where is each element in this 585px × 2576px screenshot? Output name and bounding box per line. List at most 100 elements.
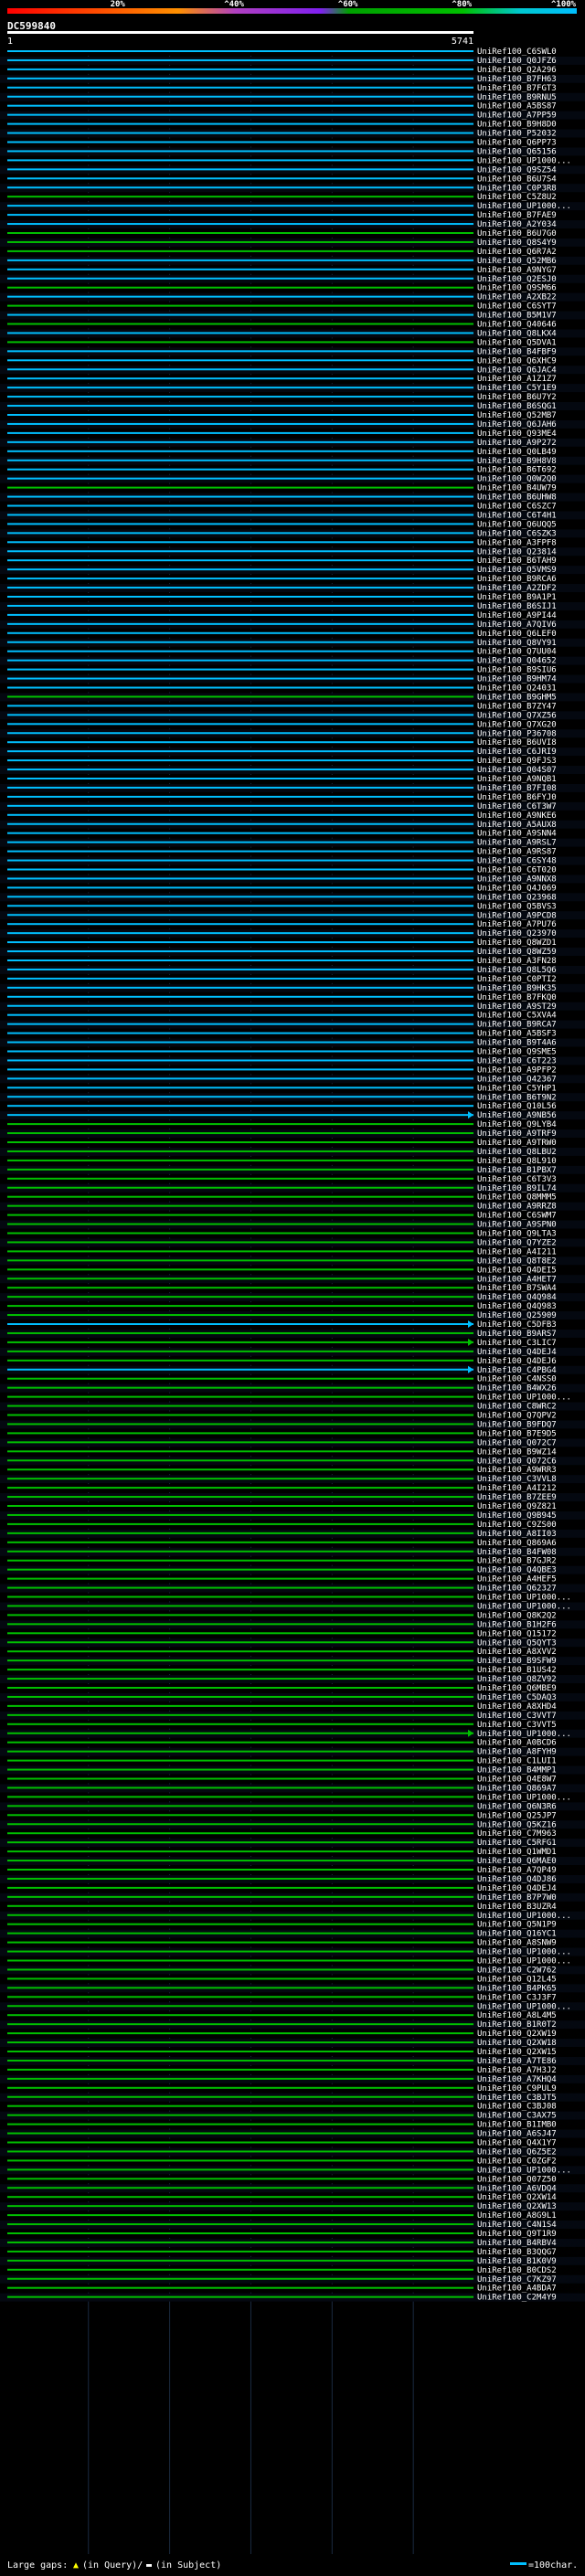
hit-bar[interactable] bbox=[7, 368, 473, 371]
hit-label[interactable]: UniRef100_C6SWM7 bbox=[477, 1212, 557, 1221]
hit-bar[interactable] bbox=[7, 1723, 473, 1725]
hit-label[interactable]: UniRef100_A2ZDF2 bbox=[477, 584, 557, 593]
hit-label[interactable]: UniRef100_UP1000... bbox=[477, 1957, 571, 1966]
hit-label[interactable]: UniRef100_B6U7S4 bbox=[477, 175, 557, 184]
hit-bar[interactable] bbox=[7, 1314, 473, 1317]
hit-label[interactable]: UniRef100_A9PCD8 bbox=[477, 911, 557, 920]
hit-label[interactable]: UniRef100_Q4QBE3 bbox=[477, 1566, 557, 1575]
hit-bar[interactable] bbox=[7, 1395, 473, 1398]
hit-label[interactable]: UniRef100_UP1000... bbox=[477, 2166, 571, 2175]
hit-bar[interactable] bbox=[7, 1741, 473, 1744]
hit-label[interactable]: UniRef100_Q9LTA3 bbox=[477, 1230, 557, 1239]
hit-label[interactable]: UniRef100_A7PP59 bbox=[477, 111, 557, 121]
hit-bar[interactable] bbox=[7, 1923, 473, 1925]
hit-bar[interactable] bbox=[7, 2041, 473, 2044]
hit-label[interactable]: UniRef100_B6T9N2 bbox=[477, 1093, 557, 1102]
hit-bar[interactable] bbox=[7, 596, 473, 598]
hit-bar[interactable] bbox=[7, 1623, 473, 1626]
hit-label[interactable]: UniRef100_C6T3W7 bbox=[477, 802, 557, 811]
hit-bar[interactable] bbox=[7, 1096, 473, 1098]
hit-bar[interactable] bbox=[7, 950, 473, 953]
hit-label[interactable]: UniRef100_A3FN28 bbox=[477, 957, 557, 966]
hit-label[interactable]: UniRef100_C5Z8U2 bbox=[477, 193, 557, 202]
hit-label[interactable]: UniRef100_Q8L5Q6 bbox=[477, 966, 557, 975]
hit-label[interactable]: UniRef100_Q8MMM5 bbox=[477, 1193, 557, 1203]
hit-label[interactable]: UniRef100_B1H2F6 bbox=[477, 1620, 557, 1629]
hit-bar[interactable] bbox=[7, 1796, 473, 1798]
hit-label[interactable]: UniRef100_B9HM74 bbox=[477, 675, 557, 684]
hit-bar[interactable] bbox=[7, 631, 473, 634]
hit-bar[interactable] bbox=[7, 1505, 473, 1507]
hit-label[interactable]: UniRef100_Q25JP7 bbox=[477, 1811, 557, 1820]
hit-label[interactable]: UniRef100_UP1000... bbox=[477, 202, 571, 211]
hit-label[interactable]: UniRef100_UP1000... bbox=[477, 1594, 571, 1603]
hit-bar[interactable] bbox=[7, 2205, 473, 2208]
hit-bar[interactable] bbox=[7, 714, 473, 716]
hit-label[interactable]: UniRef100_C6T223 bbox=[477, 1056, 557, 1065]
hit-bar[interactable] bbox=[7, 1959, 473, 1962]
hit-label[interactable]: UniRef100_P52032 bbox=[477, 130, 557, 139]
hit-label[interactable]: UniRef100_B7FGT3 bbox=[477, 84, 557, 93]
hit-label[interactable]: UniRef100_B4MMP1 bbox=[477, 1766, 557, 1776]
hit-bar[interactable] bbox=[7, 932, 473, 935]
hit-label[interactable]: UniRef100_A8II03 bbox=[477, 1530, 557, 1539]
hit-bar[interactable] bbox=[7, 196, 473, 198]
hit-bar[interactable] bbox=[7, 68, 473, 70]
hit-label[interactable]: UniRef100_C6T3V3 bbox=[477, 1175, 557, 1184]
hit-label[interactable]: UniRef100_B7ZEE9 bbox=[477, 1493, 557, 1502]
hit-label[interactable]: UniRef100_Q23968 bbox=[477, 893, 557, 902]
hit-bar[interactable] bbox=[7, 1305, 473, 1308]
hit-bar[interactable] bbox=[7, 723, 473, 726]
hit-label[interactable]: UniRef100_C4N1S4 bbox=[477, 2221, 557, 2230]
hit-bar[interactable] bbox=[7, 313, 473, 316]
hit-bar[interactable] bbox=[7, 868, 473, 871]
hit-label[interactable]: UniRef100_C2M4Y9 bbox=[477, 2294, 557, 2303]
hit-bar[interactable] bbox=[7, 650, 473, 652]
hit-bar[interactable] bbox=[7, 1750, 473, 1753]
hit-label[interactable]: UniRef100_B9A1P1 bbox=[477, 593, 557, 602]
hit-bar[interactable] bbox=[7, 1977, 473, 1980]
hit-label[interactable]: UniRef100_UP1000... bbox=[477, 1602, 571, 1611]
hit-label[interactable]: UniRef100_Q5DVA1 bbox=[477, 338, 557, 347]
hit-bar[interactable] bbox=[7, 2232, 473, 2234]
hit-label[interactable]: UniRef100_C6T020 bbox=[477, 866, 557, 875]
hit-label[interactable]: UniRef100_A8XHD4 bbox=[477, 1702, 557, 1712]
hit-label[interactable]: UniRef100_A7H3J2 bbox=[477, 2066, 557, 2075]
hit-label[interactable]: UniRef100_B7E9D5 bbox=[477, 1429, 557, 1438]
hit-bar[interactable] bbox=[7, 1932, 473, 1935]
hit-label[interactable]: UniRef100_UP1000... bbox=[477, 2002, 571, 2011]
hit-label[interactable]: UniRef100_Q5BVS3 bbox=[477, 902, 557, 911]
hit-label[interactable]: UniRef100_Q8VY91 bbox=[477, 639, 557, 648]
hit-bar[interactable] bbox=[7, 1331, 473, 1334]
hit-label[interactable]: UniRef100_P36708 bbox=[477, 729, 557, 738]
hit-label[interactable]: UniRef100_A6SJ47 bbox=[477, 2130, 557, 2139]
hit-bar[interactable] bbox=[7, 405, 473, 408]
hit-bar[interactable] bbox=[7, 1605, 473, 1607]
hit-bar[interactable] bbox=[7, 1941, 473, 1944]
hit-bar[interactable] bbox=[7, 995, 473, 998]
hit-bar[interactable] bbox=[7, 2005, 473, 2008]
hit-label[interactable]: UniRef100_A9NQB1 bbox=[477, 775, 557, 784]
hit-label[interactable]: UniRef100_Q0LB49 bbox=[477, 448, 557, 457]
hit-bar[interactable] bbox=[7, 1341, 473, 1343]
hit-bar[interactable] bbox=[7, 923, 473, 926]
hit-bar[interactable] bbox=[7, 550, 473, 553]
hit-bar[interactable] bbox=[7, 1913, 473, 1916]
hit-label[interactable]: UniRef100_Q6XHC9 bbox=[477, 356, 557, 366]
hit-bar[interactable] bbox=[7, 1359, 473, 1362]
hit-label[interactable]: UniRef100_Q6MBE9 bbox=[477, 1684, 557, 1693]
hit-bar[interactable] bbox=[7, 786, 473, 789]
hit-label[interactable]: UniRef100_B0CDS2 bbox=[477, 2266, 557, 2275]
hit-label[interactable]: UniRef100_B6U7G0 bbox=[477, 229, 557, 239]
hit-bar[interactable] bbox=[7, 695, 473, 698]
hit-label[interactable]: UniRef100_Q9SZ54 bbox=[477, 165, 557, 175]
hit-label[interactable]: UniRef100_C5Y1E9 bbox=[477, 384, 557, 393]
hit-label[interactable]: UniRef100_Q4DEI5 bbox=[477, 1266, 557, 1275]
hit-label[interactable]: UniRef100_UP1000... bbox=[477, 1394, 571, 1403]
hit-bar[interactable] bbox=[7, 304, 473, 307]
hit-bar[interactable] bbox=[7, 1195, 473, 1198]
hit-bar[interactable] bbox=[7, 1559, 473, 1562]
hit-bar[interactable] bbox=[7, 1487, 473, 1489]
hit-label[interactable]: UniRef100_B4RBV4 bbox=[477, 2239, 557, 2248]
hit-label[interactable]: UniRef100_B7FH63 bbox=[477, 75, 557, 84]
